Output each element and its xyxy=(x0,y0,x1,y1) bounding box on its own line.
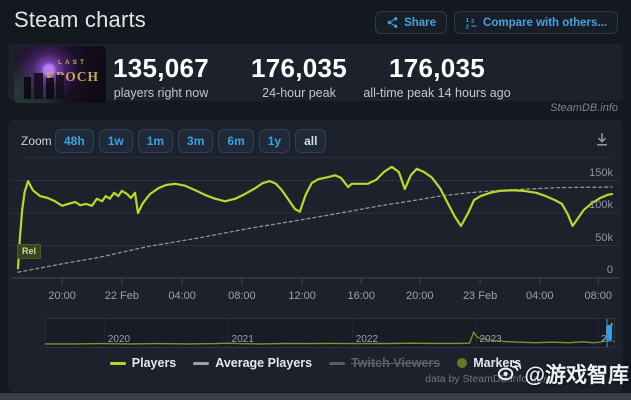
share-button[interactable]: Share xyxy=(375,11,448,34)
stat-block-1: 176,035 24-hour peak xyxy=(251,55,347,100)
stats-panel xyxy=(8,44,623,101)
y-axis-label: 50k xyxy=(595,231,613,244)
bottom-strip xyxy=(0,393,631,400)
zoom-button-group: 48h 1w 1m 3m 6m 1y all xyxy=(55,129,327,153)
players-chart[interactable] xyxy=(11,166,619,290)
x-axis-label: 12:00 xyxy=(288,290,316,302)
share-icon xyxy=(386,16,399,29)
navigator-year-label: 2022 xyxy=(355,334,379,345)
release-marker[interactable]: Rel xyxy=(17,244,42,259)
stat-label: 24-hour peak xyxy=(262,86,336,100)
navigator-year-label: 2... xyxy=(600,334,615,345)
x-axis-label: 08:00 xyxy=(584,290,613,302)
series-average-players xyxy=(17,186,613,273)
x-axis-label: 22 Feb xyxy=(104,290,139,302)
y-axis-label: 150k xyxy=(589,166,613,179)
navigator-chart[interactable] xyxy=(45,318,615,348)
stat-value: 176,035 xyxy=(388,53,486,83)
legend-swatch xyxy=(457,358,468,368)
stat-label: players right now xyxy=(113,86,209,100)
x-axis-label: 20:00 xyxy=(48,290,76,302)
navigator-year-label: 2021 xyxy=(231,334,254,345)
series-players xyxy=(16,166,614,270)
navigator-handle[interactable] xyxy=(606,325,612,341)
legend-label: Players xyxy=(131,356,177,370)
divider xyxy=(20,157,611,158)
legend-item-markers[interactable]: Markers xyxy=(457,356,521,370)
legend-label: Markers xyxy=(473,356,522,370)
x-axis-label: 20:00 xyxy=(406,290,434,302)
data-attribution: data by SteamDB.info (pow xyxy=(425,373,553,385)
zoom-label: Zoom xyxy=(21,134,52,148)
svg-text:2: 2 xyxy=(466,24,469,29)
svg-text:1: 1 xyxy=(466,18,470,24)
legend-item-average-players[interactable]: Average Players xyxy=(193,356,312,370)
legend-item-players[interactable]: Players xyxy=(109,356,177,370)
stat-block-2: 176,035 all-time peak 14 hours ago xyxy=(363,55,510,100)
legend-label: Average Players xyxy=(215,356,313,370)
share-button-label: Share xyxy=(404,16,437,29)
zoom-button-1w[interactable]: 1w xyxy=(98,129,133,153)
x-axis-label: 16:00 xyxy=(347,290,376,302)
game-capsule-image[interactable]: LAST EPOCH xyxy=(14,46,106,103)
x-axis-label: 04:00 xyxy=(525,290,554,302)
zoom-button-48h[interactable]: 48h xyxy=(55,129,94,153)
page-title: Steam charts xyxy=(14,7,147,32)
stat-value: 176,035 xyxy=(250,53,348,83)
steamdb-credit: SteamDB.info xyxy=(550,102,618,114)
svg-text:3: 3 xyxy=(471,19,474,25)
compare-button-label: Compare with others... xyxy=(483,16,607,29)
chart-legend: Players Average Players Twitch Viewers Mark… xyxy=(8,356,623,370)
chart-panel: Zoom 48h 1w 1m 3m 6m 1y all 150k 100k 50k 0 20:00… xyxy=(8,120,623,392)
zoom-button-3m[interactable]: 3m xyxy=(178,129,214,153)
navigator-year-label: 2020 xyxy=(107,334,131,345)
legend-swatch xyxy=(109,361,126,365)
game-logo: LAST EPOCH xyxy=(45,59,99,84)
y-axis-label: 100k xyxy=(589,199,613,211)
zoom-button-6m[interactable]: 6m xyxy=(218,129,254,153)
stat-block-0: 135,067 players right now xyxy=(113,55,209,100)
zoom-button-1y[interactable]: 1y xyxy=(258,129,291,153)
stat-label: all-time peak 14 hours ago xyxy=(363,86,511,100)
x-axis-label: 23 Feb xyxy=(462,290,498,302)
legend-label: Twitch Viewers xyxy=(351,356,441,370)
navigator-year-label: 2023 xyxy=(479,334,502,345)
zoom-button-all[interactable]: all xyxy=(295,129,327,153)
stat-value: 135,067 xyxy=(112,53,210,83)
download-icon[interactable] xyxy=(594,131,610,152)
zoom-button-1m[interactable]: 1m xyxy=(137,129,174,153)
legend-swatch xyxy=(193,361,210,365)
legend-swatch xyxy=(329,361,346,365)
y-axis-label: 0 xyxy=(606,264,613,276)
x-axis-label: 08:00 xyxy=(228,290,256,302)
x-axis-label: 04:00 xyxy=(168,290,196,302)
legend-item-twitch-viewers[interactable]: Twitch Viewers xyxy=(329,356,440,370)
